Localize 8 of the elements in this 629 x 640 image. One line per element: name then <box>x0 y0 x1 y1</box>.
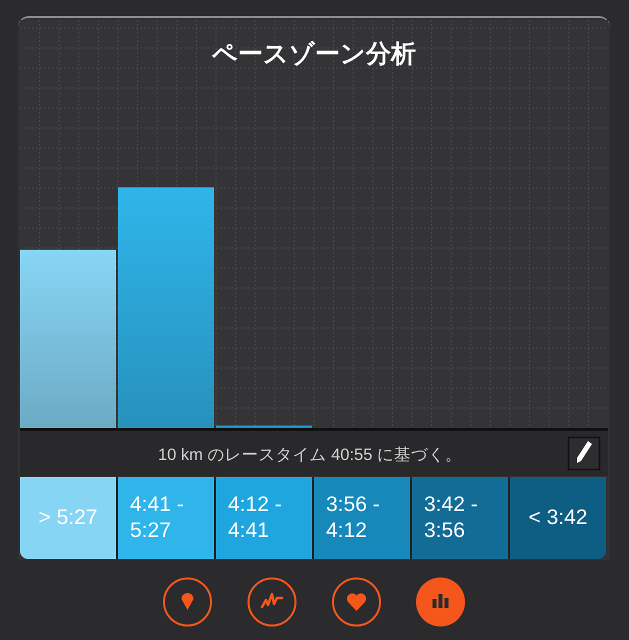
x-tick-label: 4:41 - 5:27 <box>130 492 185 544</box>
x-tick-label: 3:42 - 3:56 <box>424 492 479 544</box>
x-tick-label: > 5:27 <box>38 505 98 531</box>
x-tick-label: 4:12 - 4:41 <box>228 492 283 544</box>
x-tick-label: 3:56 - 4:12 <box>326 492 381 544</box>
chart-title: ペースゾーン分析 <box>211 40 416 68</box>
x-tick-label: < 3:42 <box>528 505 588 531</box>
text: 10 km のレースタイム 40:55 に基づく。 <box>158 446 462 464</box>
